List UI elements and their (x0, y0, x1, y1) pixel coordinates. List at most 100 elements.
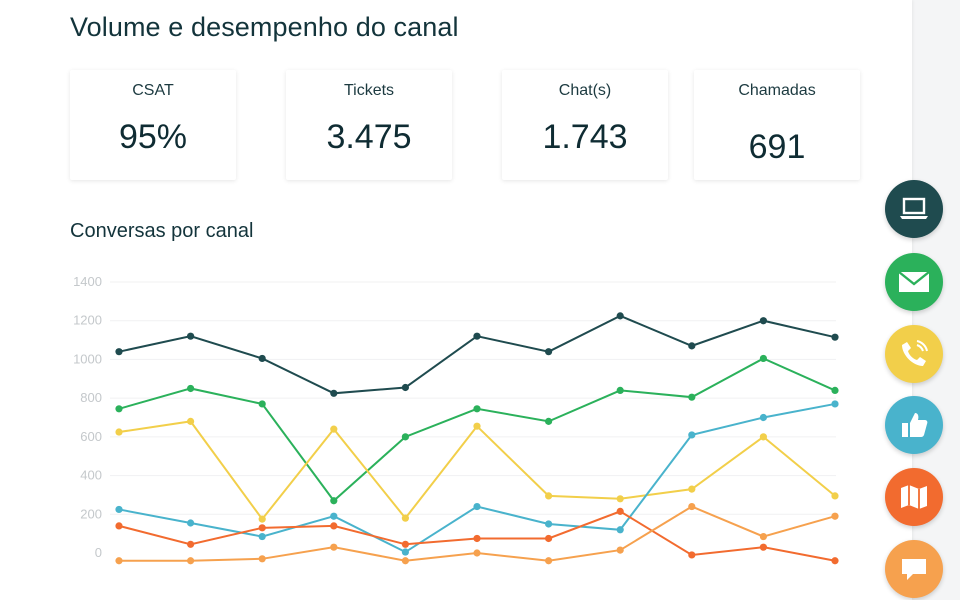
data-point[interactable] (115, 348, 123, 356)
data-point[interactable] (545, 348, 553, 356)
data-point[interactable] (688, 502, 696, 511)
data-point[interactable] (831, 400, 839, 408)
data-point[interactable] (545, 557, 553, 565)
chart-title: Conversas por canal (70, 220, 254, 242)
chat-button[interactable] (885, 540, 943, 598)
stat-value: 3.475 (326, 118, 412, 156)
data-point[interactable] (330, 497, 338, 505)
data-point[interactable] (401, 514, 409, 522)
data-point[interactable] (759, 532, 768, 541)
laptop-button[interactable] (885, 180, 943, 238)
data-point[interactable] (831, 386, 839, 394)
stat-card-chats: Chat(s) 1.743 (502, 70, 668, 180)
data-point[interactable] (545, 492, 553, 500)
data-point[interactable] (473, 422, 481, 430)
chat-bubble-icon (902, 559, 926, 580)
data-point[interactable] (616, 386, 624, 394)
data-point[interactable] (258, 515, 266, 523)
data-point[interactable] (187, 519, 195, 527)
email-button[interactable] (885, 253, 943, 311)
page-title: Volume e desempenho do canal (70, 12, 459, 42)
map-icon (901, 485, 927, 509)
data-point[interactable] (545, 534, 553, 543)
mail-icon (898, 271, 930, 292)
data-point[interactable] (759, 433, 768, 441)
data-point[interactable] (831, 492, 839, 500)
data-point[interactable] (330, 389, 338, 397)
data-point[interactable] (831, 557, 839, 565)
data-point[interactable] (688, 431, 696, 439)
data-point[interactable] (759, 413, 768, 422)
stat-label: Chat(s) (558, 82, 612, 99)
stat-value: 95% (118, 118, 188, 156)
data-point[interactable] (616, 507, 624, 515)
data-point[interactable] (258, 524, 266, 532)
y-tick-label: 400 (80, 468, 102, 483)
data-point[interactable] (330, 543, 338, 551)
data-point[interactable] (330, 522, 338, 530)
data-point[interactable] (688, 393, 696, 401)
data-point[interactable] (473, 534, 481, 543)
data-point[interactable] (545, 417, 553, 425)
data-point[interactable] (473, 405, 481, 413)
data-point[interactable] (401, 433, 409, 441)
data-point[interactable] (616, 495, 624, 503)
stat-label: Chamadas (738, 82, 816, 99)
laptop-icon (900, 197, 928, 219)
data-point[interactable] (258, 400, 266, 408)
y-tick-label: 1400 (73, 274, 102, 289)
phone-icon (902, 340, 928, 366)
data-point[interactable] (187, 557, 195, 565)
data-point[interactable] (258, 555, 266, 563)
data-point[interactable] (187, 332, 195, 340)
line-chart: 0 200 400 600 800 1000 1200 1400 (73, 274, 839, 565)
data-point[interactable] (616, 312, 624, 320)
y-tick-label: 600 (80, 429, 102, 444)
data-point[interactable] (330, 512, 338, 520)
data-point[interactable] (401, 540, 409, 548)
map-button[interactable] (885, 468, 943, 526)
data-point[interactable] (115, 522, 123, 530)
data-point[interactable] (330, 425, 338, 433)
data-point[interactable] (115, 505, 123, 514)
y-tick-label: 0 (95, 545, 102, 560)
data-point[interactable] (401, 548, 409, 556)
data-point[interactable] (473, 502, 481, 511)
data-point[interactable] (115, 557, 123, 565)
y-tick-label: 200 (80, 506, 102, 521)
data-point[interactable] (258, 354, 266, 363)
data-point[interactable] (401, 557, 409, 565)
data-point[interactable] (616, 546, 624, 554)
data-point[interactable] (115, 405, 123, 413)
series-line (118, 314, 836, 395)
data-point[interactable] (688, 342, 696, 350)
data-point[interactable] (759, 543, 768, 551)
stat-card-calls: Chamadas 691 (694, 70, 860, 180)
data-point[interactable] (831, 333, 839, 341)
data-point[interactable] (616, 526, 624, 534)
data-point[interactable] (258, 532, 266, 541)
phone-button[interactable] (885, 325, 943, 383)
data-point[interactable] (187, 384, 195, 393)
data-point[interactable] (688, 551, 696, 559)
stat-card-tickets: Tickets 3.475 (286, 70, 452, 180)
thumbs-up-icon (902, 413, 928, 437)
data-point[interactable] (473, 332, 481, 340)
data-point[interactable] (831, 512, 839, 520)
y-tick-label: 1200 (73, 313, 102, 328)
feedback-button[interactable] (885, 396, 943, 454)
data-point[interactable] (115, 428, 123, 436)
data-point[interactable] (759, 354, 768, 363)
stat-label: CSAT (132, 82, 174, 99)
y-tick-label: 1000 (73, 351, 102, 366)
data-point[interactable] (401, 383, 409, 392)
data-point[interactable] (545, 520, 553, 528)
data-point[interactable] (759, 317, 768, 325)
data-point[interactable] (187, 540, 195, 548)
stat-value: 691 (748, 128, 806, 166)
data-point[interactable] (688, 485, 696, 493)
data-point[interactable] (473, 549, 481, 557)
dashboard-panel: Volume e desempenho do canal CSAT 95% Ti… (0, 0, 912, 600)
data-point[interactable] (187, 417, 195, 425)
y-tick-label: 800 (80, 390, 102, 405)
